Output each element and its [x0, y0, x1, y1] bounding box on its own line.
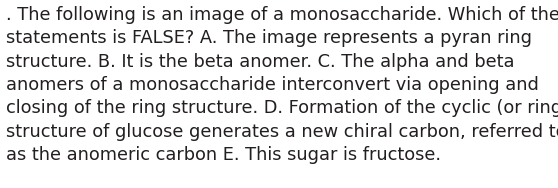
Text: . The following is an image of a monosaccharide. Which of the
statements is FALS: . The following is an image of a monosac… [6, 6, 558, 164]
